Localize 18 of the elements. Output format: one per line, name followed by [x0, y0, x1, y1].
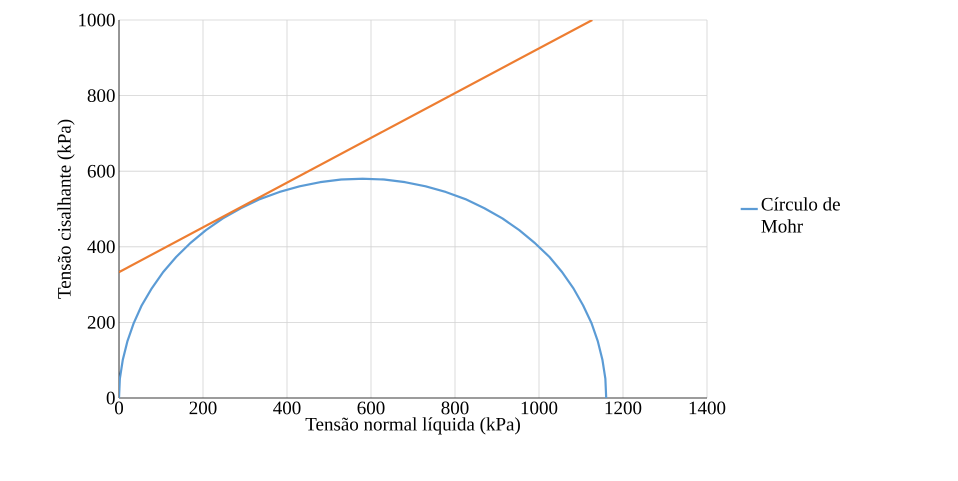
- y-tick-label: 800: [88, 89, 115, 102]
- y-tick-label: 1000: [79, 14, 115, 26]
- x-tick-label: 200: [190, 402, 217, 414]
- x-tick-label: 800: [441, 402, 469, 414]
- y-axis-title: Tensão cisalhante (kPa): [57, 120, 75, 299]
- x-axis-title: Tensão normal líquida (kPa): [306, 417, 520, 434]
- x-tick-label: 400: [273, 402, 301, 414]
- x-tick-label: 1400: [690, 402, 726, 414]
- y-tick-label: 600: [88, 164, 115, 178]
- y-tick-label: 400: [87, 240, 115, 254]
- x-tick-label: 1200: [606, 402, 642, 414]
- y-tick-label: 0: [106, 392, 115, 404]
- x-tick-label: 600: [358, 402, 385, 414]
- y-tick-label: 200: [88, 316, 115, 329]
- x-tick-label: 0: [114, 402, 124, 414]
- legend-label: Círculo de Mohr: [761, 197, 840, 233]
- line-series: [119, 178, 608, 398]
- x-tick-label: 1000: [522, 402, 558, 414]
